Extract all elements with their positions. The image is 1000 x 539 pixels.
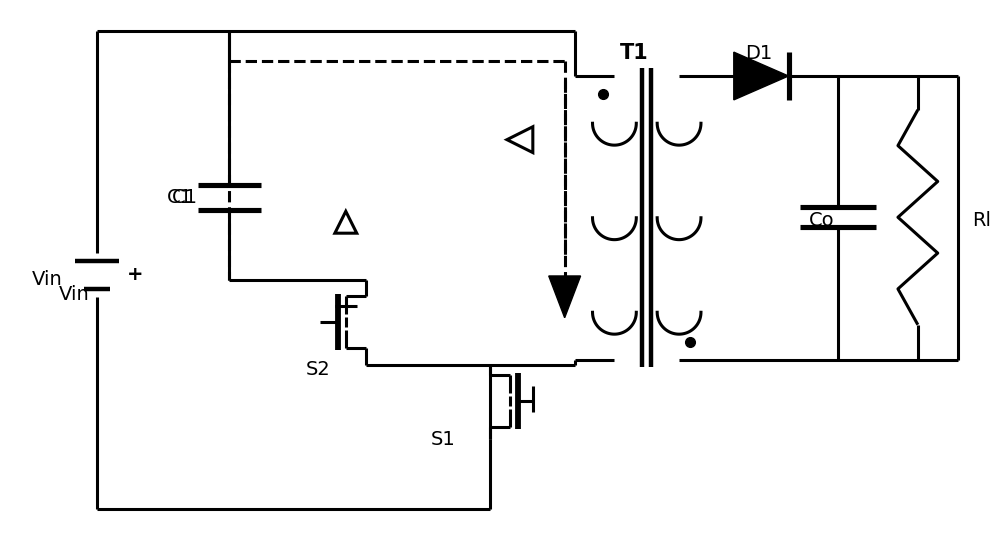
Text: Vin: Vin: [32, 271, 63, 289]
Text: Co: Co: [808, 211, 834, 230]
Polygon shape: [734, 52, 789, 100]
Text: C1: C1: [172, 188, 198, 207]
Text: S1: S1: [430, 430, 455, 448]
Text: +: +: [127, 266, 143, 285]
Text: Rl: Rl: [973, 211, 992, 230]
Text: Vin: Vin: [58, 285, 89, 305]
Text: T1: T1: [620, 43, 649, 63]
Text: C1: C1: [167, 188, 193, 207]
Text: S2: S2: [306, 360, 331, 379]
Polygon shape: [549, 276, 581, 318]
Text: D1: D1: [745, 44, 772, 63]
